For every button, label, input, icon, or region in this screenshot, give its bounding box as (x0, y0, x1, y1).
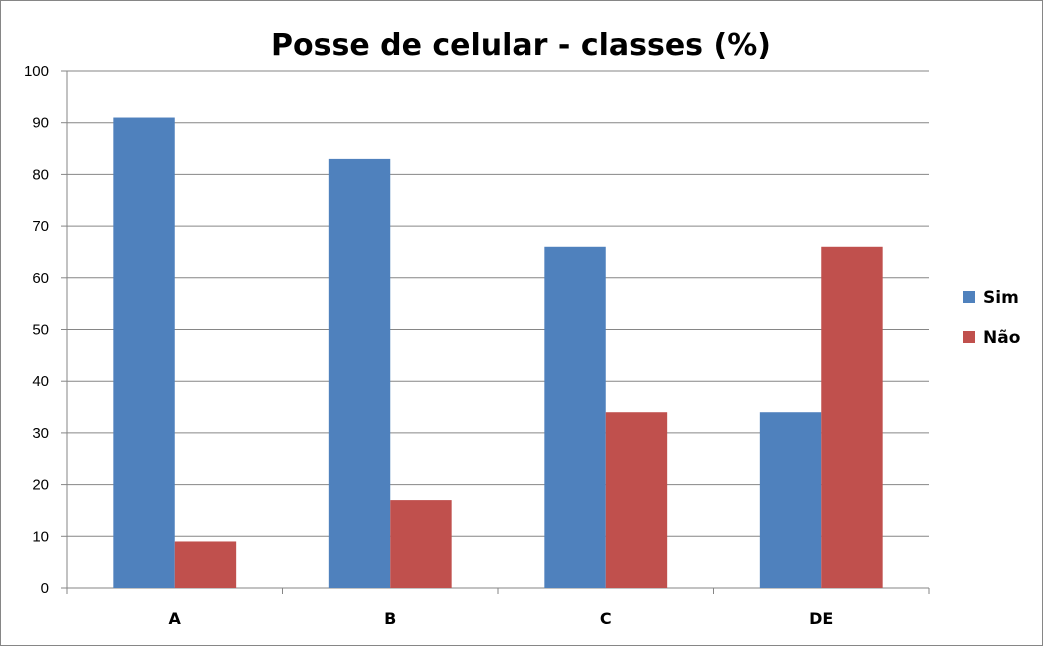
bar-c-não (605, 412, 668, 588)
legend-label-não: Não (983, 328, 1020, 348)
y-tick-label: 90 (32, 115, 49, 132)
y-tick-label: 20 (32, 477, 49, 494)
bar-c-sim (544, 246, 606, 588)
y-tick-label: 80 (32, 166, 49, 183)
legend-swatch-não (963, 331, 975, 343)
y-tick-label: 60 (32, 270, 49, 287)
legend: Sim Não (963, 288, 1020, 348)
bar-a-sim (113, 117, 175, 588)
legend-swatch-sim (963, 291, 975, 303)
legend-label-sim: Sim (983, 288, 1019, 308)
y-tick-label: 100 (24, 63, 49, 80)
y-tick-label: 40 (32, 373, 49, 390)
chart-title: Posse de celular - classes (%) (271, 28, 771, 63)
bar-de-sim (759, 412, 822, 588)
bar-b-sim (328, 158, 391, 588)
bars (113, 117, 883, 588)
y-tick-label: 10 (32, 528, 49, 545)
y-tick-label: 70 (32, 218, 49, 235)
bar-a-não (174, 541, 237, 588)
y-tick-label: 50 (32, 322, 49, 339)
gridlines (67, 70, 929, 537)
y-tick-label: 0 (41, 580, 49, 597)
axis-labels: 0 10 20 30 40 50 60 70 80 90 100 A B C DE (24, 63, 833, 628)
x-tick-label: A (169, 609, 182, 628)
x-tick-label: DE (809, 609, 833, 628)
x-tick-label: C (600, 609, 612, 628)
x-tick-label: B (384, 609, 396, 628)
bar-de-não (821, 246, 883, 588)
y-tick-label: 30 (32, 425, 49, 442)
bar-b-não (390, 500, 452, 588)
